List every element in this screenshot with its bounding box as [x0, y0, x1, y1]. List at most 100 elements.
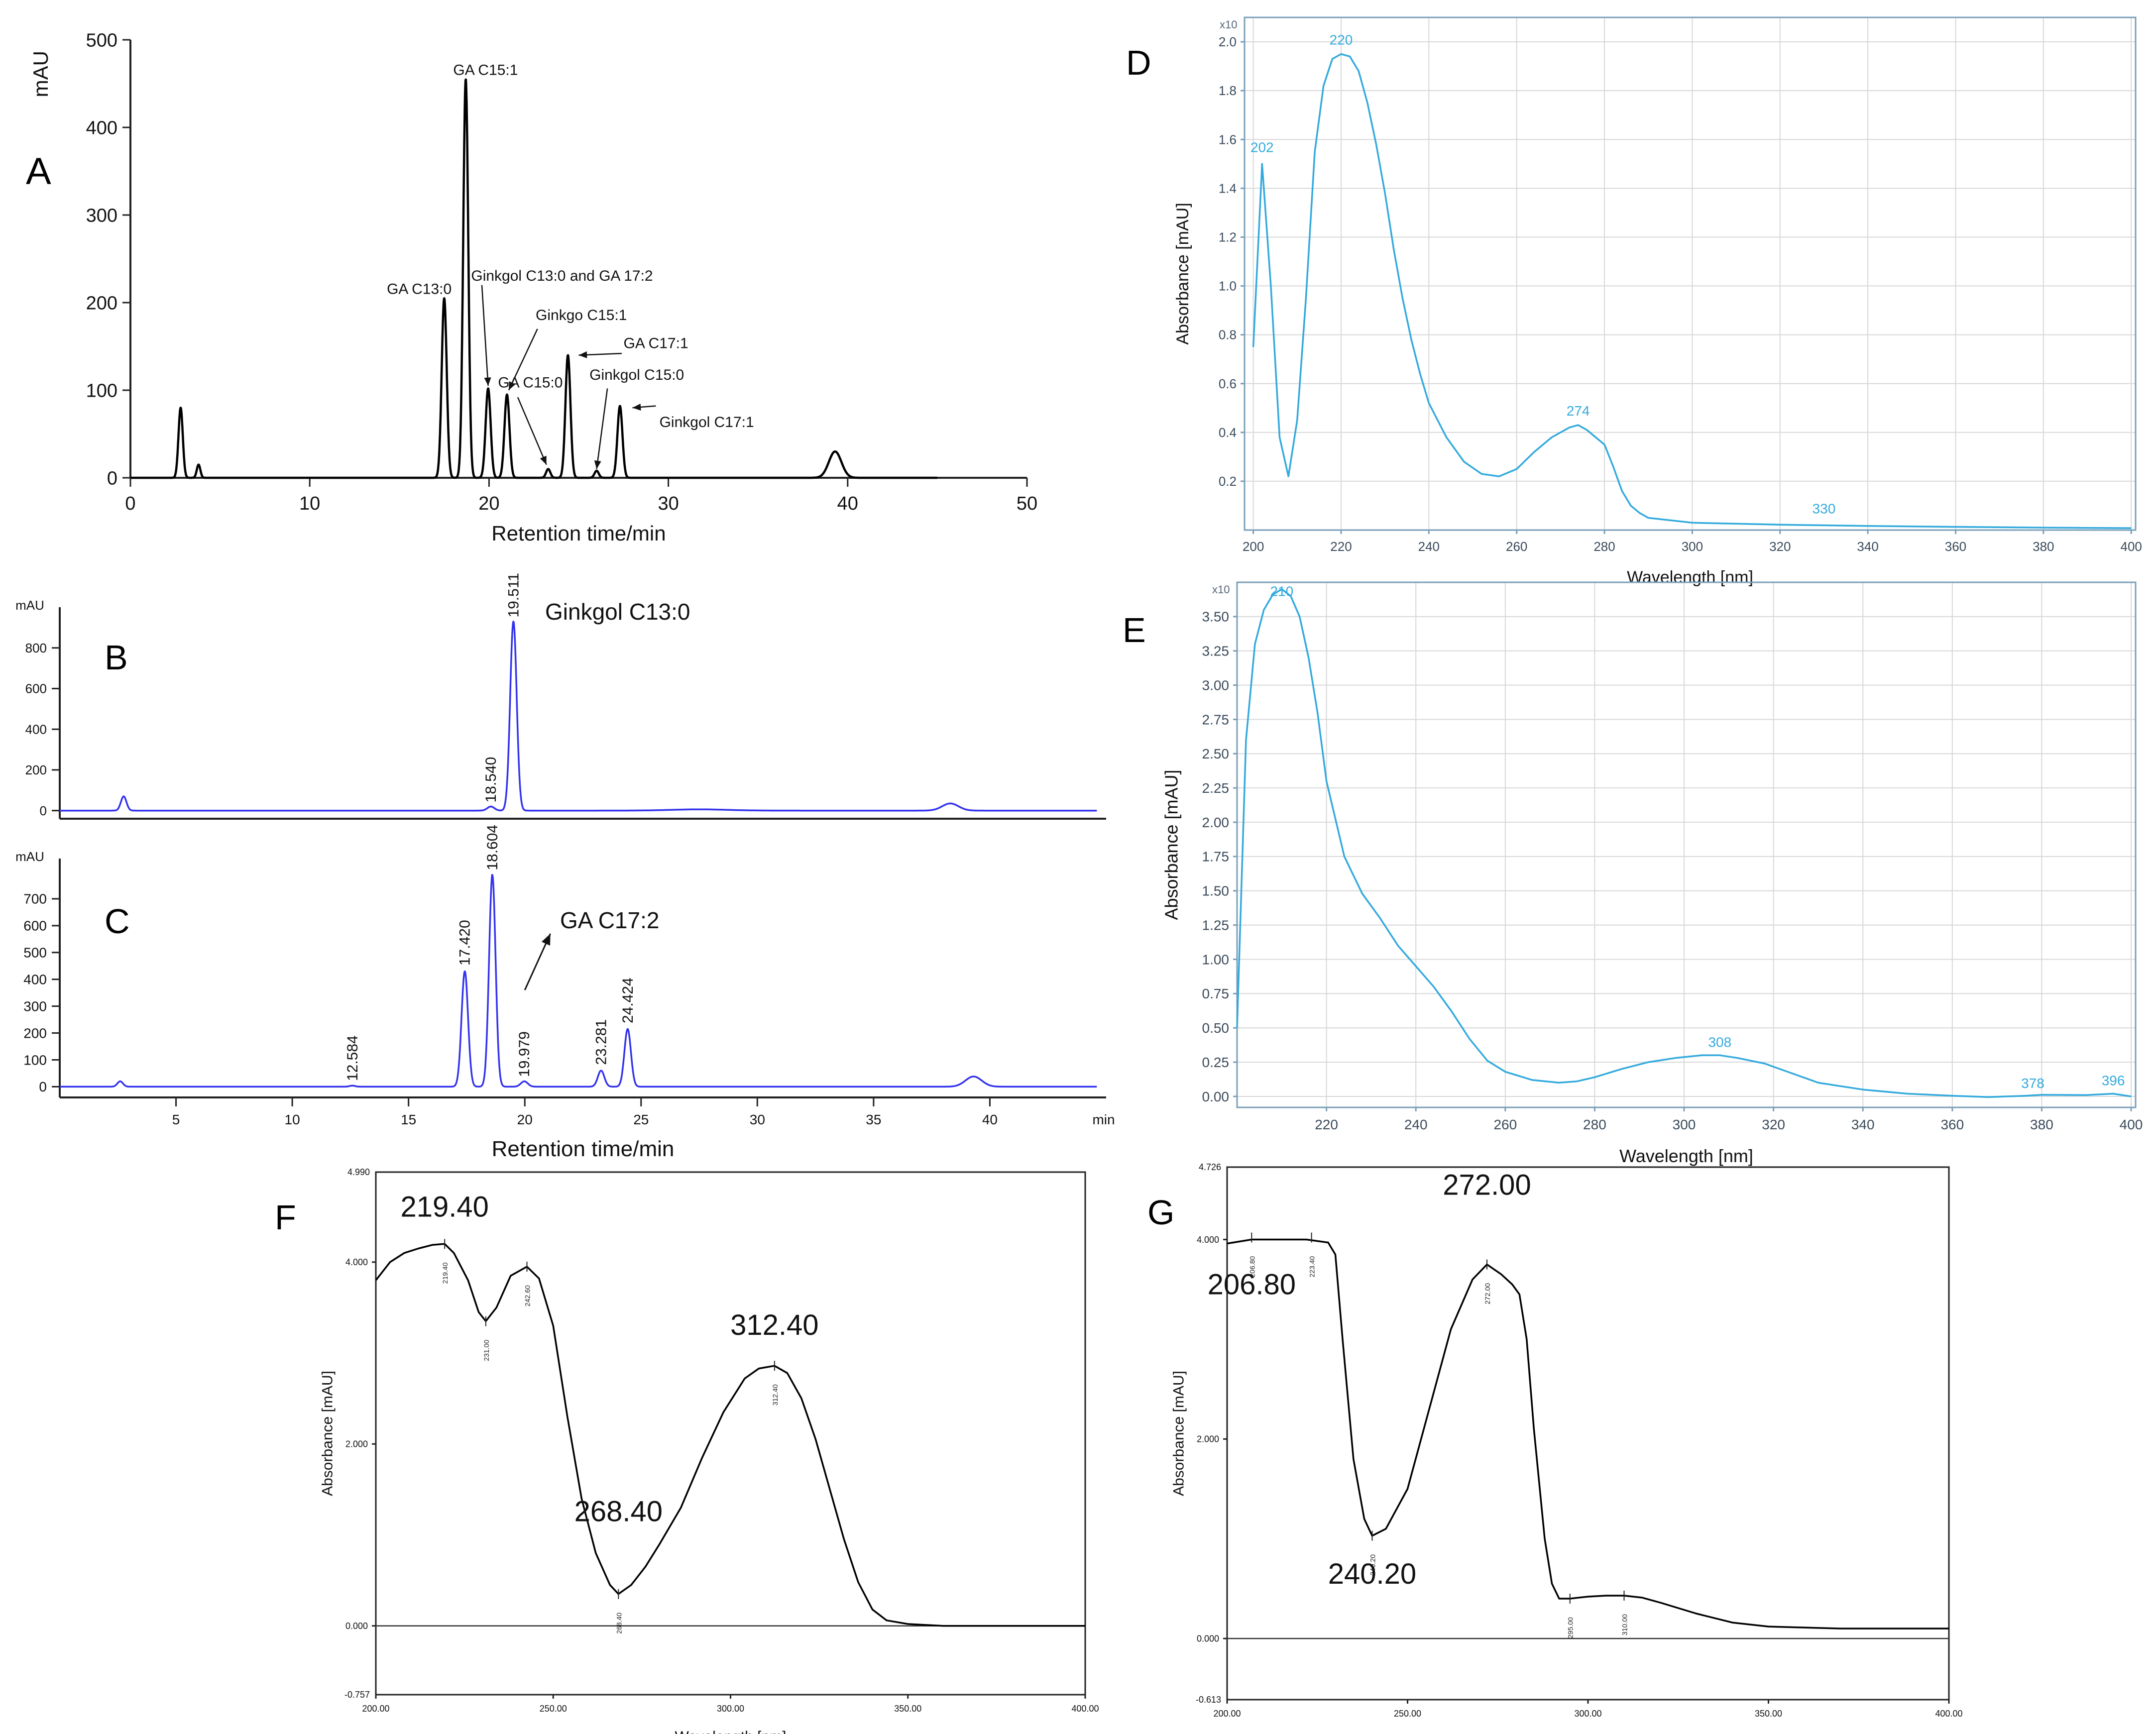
annotation-arrow-head [509, 381, 516, 390]
x-tick-label: 220 [1315, 1117, 1338, 1132]
x-tick-label: 400.00 [1071, 1704, 1099, 1714]
x-tick-label: 40 [837, 493, 858, 514]
peak-label: 23.281 [593, 1019, 609, 1065]
annotation-arrow-line [481, 285, 489, 386]
x-axis-title: Wavelength [nm] [675, 1729, 787, 1734]
peak-big-label: 272.00 [1443, 1169, 1531, 1201]
peak-small-label: 231.00 [482, 1340, 490, 1361]
x-tick-label: 400.00 [1935, 1709, 1962, 1719]
y-tick-label: 0.25 [1202, 1055, 1230, 1070]
plot-frame [1236, 581, 2137, 1108]
data-point [872, 1609, 873, 1610]
series-line [1236, 588, 2132, 1098]
y-tick-label: 0.6 [1219, 376, 1237, 391]
annotation-arrow-head [578, 351, 587, 358]
y-tick-label: 0.75 [1202, 986, 1230, 1001]
peak-label: 396 [2102, 1073, 2125, 1088]
data-point [829, 1489, 830, 1490]
y-tick-label: 0 [39, 1079, 47, 1094]
data-point [1791, 1073, 1792, 1074]
y-axis-title: mAU [15, 849, 44, 864]
x-tick-label: 50 [1017, 493, 1037, 514]
x-tick-label: 200.00 [1213, 1709, 1241, 1719]
y-tick-label: 200 [86, 293, 117, 314]
chart-panel-f: 200.00 250.00 300.00 350.00 400.00 0.000 2.000… [275, 1167, 1099, 1734]
data-point [496, 1307, 497, 1308]
y-tick-label: 0.50 [1202, 1020, 1230, 1036]
x-tick-label: 220 [1330, 539, 1352, 554]
data-point [418, 1248, 419, 1249]
panel-letter: C [105, 902, 130, 941]
peak-small-label: 310.00 [1621, 1614, 1629, 1635]
x-tick-label: 30 [750, 1112, 765, 1127]
data-point [1696, 1613, 1697, 1614]
peak-label: 24.424 [620, 977, 636, 1023]
y-bottom-label: -0.613 [1196, 1695, 1221, 1705]
data-point [1263, 609, 1264, 610]
y-tick-label: 3.00 [1202, 677, 1230, 693]
y-tick-label: 2.75 [1202, 712, 1230, 727]
peak-small-label: 295.00 [1567, 1617, 1575, 1638]
data-point [1630, 505, 1631, 506]
y-tick-label: 1.0 [1219, 279, 1237, 294]
data-point [1277, 1239, 1278, 1240]
x-tick-label: 200.00 [362, 1704, 389, 1714]
y-tick-label: 100 [23, 1052, 47, 1068]
x-tick-label: 300.00 [1574, 1709, 1601, 1719]
y-tick-label: 0 [107, 468, 117, 489]
x-tick-label: 320 [1769, 539, 1791, 554]
peak-label: 18.604 [484, 825, 501, 870]
x-tick-label: 300 [1682, 539, 1703, 554]
y-tick-label: 1.2 [1219, 230, 1237, 245]
y-axis-title: Absorbance [mAU] [319, 1371, 336, 1496]
peak-label: 19.979 [516, 1031, 533, 1077]
data-point [375, 1280, 376, 1281]
y-tick-label: 600 [25, 681, 47, 696]
x-axis-title: Retention time/min [491, 522, 666, 545]
plot-frame [1244, 16, 2137, 531]
peak-big-label: 219.40 [401, 1191, 489, 1223]
peak-label: 274 [1567, 403, 1590, 419]
y-top-label: 4.990 [347, 1167, 370, 1177]
peak-small-label: 219.40 [441, 1262, 449, 1284]
y-axis-title: mAU [15, 598, 44, 613]
x-axis-title: Retention time/min [492, 1137, 675, 1161]
panel-letter: A [26, 150, 51, 193]
data-point [1840, 1628, 1841, 1629]
chart-panel-g: 200.00 250.00 300.00 350.00 400.00 0.000 2.000… [1147, 1162, 1963, 1734]
chart-panel-e: 220 240 260 280 300 320 340 360 380 400 0.00 0.25 0.… [1123, 581, 2143, 1166]
x-tick-label: 25 [633, 1112, 649, 1127]
panel-letter: B [105, 638, 128, 677]
chart-panel-d: 200 220 240 260 280 300 320 340 360 380 400 0.2 0.4 0… [1126, 16, 2142, 587]
y-axis-title: Absorbance [mAU] [1170, 1371, 1187, 1496]
data-point [1317, 712, 1318, 713]
y-tick-label: 3.25 [1202, 644, 1230, 659]
peak-annotation: GA C15:1 [453, 62, 518, 78]
x-axis-title: Wavelength [nm] [1619, 1146, 1753, 1166]
y-tick-label: 0.8 [1219, 327, 1237, 342]
chart-panel-c: 5 10 15 20 25 30 35 40 min 0 100 200 300 400 500 600 700… [15, 825, 1115, 1161]
y-tick-label: 400 [23, 972, 47, 987]
peak-annotation: Ginkgol C13:0 and GA 17:2 [471, 268, 653, 284]
y-tick-label: 300 [86, 205, 117, 226]
data-point [1272, 594, 1273, 595]
annotation-arrow-line [517, 397, 547, 465]
data-point [1764, 1063, 1765, 1064]
y-scale-label: x10 [1220, 18, 1237, 31]
y-axis-title: Absorbance [mAU] [1173, 203, 1192, 344]
x-tick-label: 5 [172, 1112, 180, 1127]
x-tick-label: 400 [2120, 1117, 2143, 1132]
data-point [1907, 1093, 1908, 1094]
x-tick-label: 260 [1493, 1117, 1517, 1132]
annotation-arrow-head [632, 403, 641, 411]
y-tick-label: 2.000 [345, 1439, 368, 1449]
x-tick-label: 0 [125, 493, 135, 514]
peak-annotation: Ginkgo C15:1 [536, 307, 627, 324]
y-tick-label: 2.25 [1202, 780, 1230, 796]
annotation-arrow-head [484, 377, 491, 386]
x-tick-label: 340 [1851, 1117, 1875, 1132]
data-point [1719, 1055, 1720, 1056]
data-point [1299, 616, 1300, 617]
